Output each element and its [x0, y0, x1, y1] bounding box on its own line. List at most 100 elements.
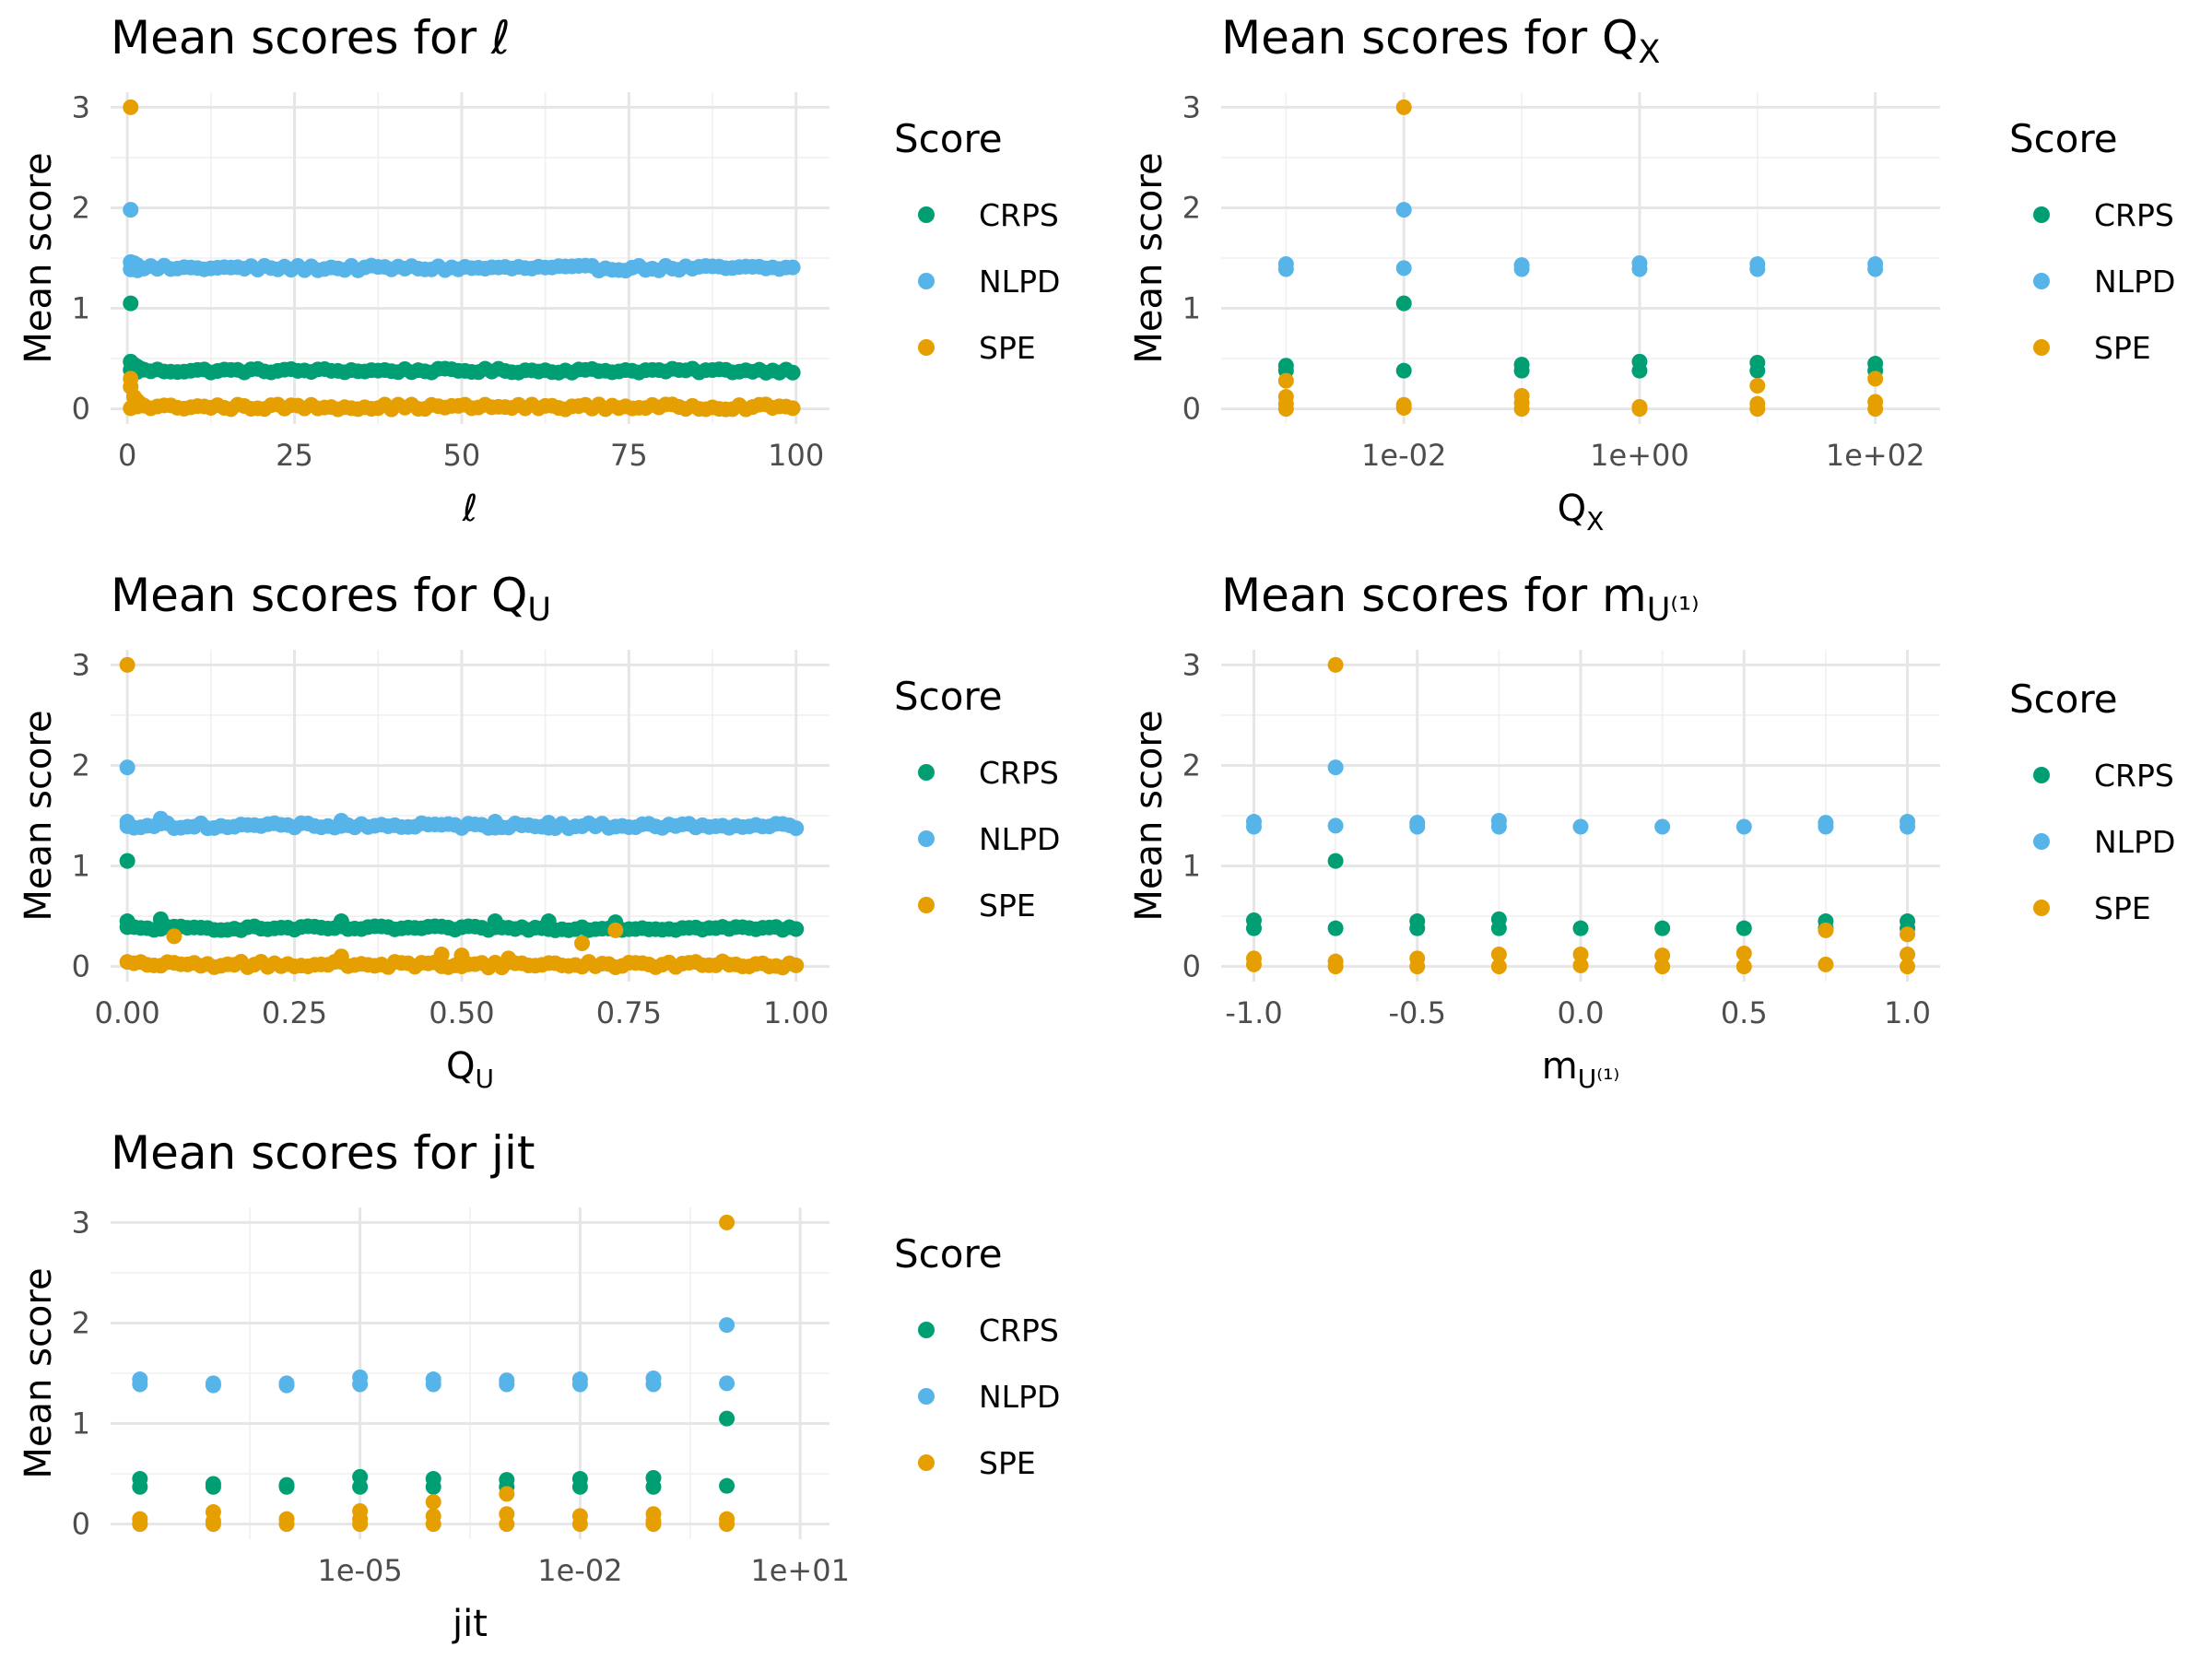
x-axis-title: jit: [452, 1603, 488, 1645]
point-crps: [788, 921, 805, 937]
point-nlpd: [1631, 261, 1648, 277]
x-tick-label: 1e-02: [1361, 438, 1446, 473]
y-tick-label: 1: [1182, 849, 1201, 884]
point-spe: [1327, 959, 1344, 975]
y-tick-label: 0: [72, 392, 90, 427]
points: [1277, 99, 1884, 418]
legend-label-crps: CRPS: [979, 1312, 1059, 1348]
x-tick-label: 0.50: [429, 995, 494, 1030]
legend: Score CRPS NLPD SPE: [894, 116, 1060, 366]
point-nlpd: [278, 1377, 295, 1394]
point-spe: [1867, 371, 1884, 387]
point-spe: [1900, 926, 1916, 943]
y-tick-label: 0: [72, 1507, 90, 1542]
panel-5: 0 1 2 3 1e-05 1e-02 1e+01 Mean scores for jit ji…: [18, 1126, 1060, 1645]
point-spe: [132, 1516, 148, 1533]
legend: Score CRPS NLPD SPE: [2009, 116, 2175, 366]
x-tick-label: 50: [443, 438, 481, 473]
point-spe: [119, 656, 135, 673]
point-nlpd: [1735, 818, 1752, 835]
point-spe: [166, 928, 182, 945]
point-crps: [278, 1478, 295, 1495]
point-spe: [1900, 959, 1916, 975]
x-tick-label: -0.5: [1389, 995, 1446, 1030]
y-tick-label: 1: [72, 849, 90, 884]
x-axis-title: mU⁽¹⁾: [1542, 1045, 1619, 1094]
point-nlpd: [119, 814, 135, 830]
y-axis-title: Mean score: [18, 1267, 60, 1478]
point-nlpd: [571, 1376, 588, 1393]
x-tick-label: 0.25: [262, 995, 327, 1030]
point-nlpd: [719, 1375, 735, 1392]
point-spe: [571, 1516, 588, 1533]
y-tick-label: 3: [1182, 89, 1201, 124]
y-tick-label: 3: [1182, 647, 1201, 682]
point-crps: [1572, 920, 1589, 936]
y-axis-title: Mean score: [1128, 152, 1171, 363]
point-crps: [571, 1478, 588, 1495]
legend: Score CRPS NLPD SPE: [894, 1231, 1060, 1481]
point-spe: [1395, 99, 1412, 115]
point-nlpd: [487, 814, 503, 830]
legend-label-nlpd: NLPD: [979, 821, 1060, 857]
panel-1: 0 1 2 3 0 25 50 75 100 Mean scores for ℓ ℓ Mean sco…: [18, 11, 1060, 530]
legend-key-crps: [918, 206, 935, 223]
point-crps: [719, 1477, 735, 1494]
point-spe: [1900, 947, 1916, 963]
point-crps: [352, 1478, 369, 1495]
point-spe: [500, 950, 517, 967]
panel-title: Mean scores for mU⁽¹⁾: [1221, 569, 1700, 629]
point-spe: [1818, 956, 1834, 972]
legend-key-spe: [918, 339, 935, 356]
y-tick-label: 0: [72, 949, 90, 984]
point-crps: [119, 853, 135, 869]
point-spe: [1572, 947, 1589, 963]
point-nlpd: [123, 202, 139, 218]
legend-label-spe: SPE: [2094, 330, 2151, 366]
legend-label-nlpd: NLPD: [979, 1379, 1060, 1415]
x-tick-label: 1e+01: [750, 1553, 850, 1588]
point-crps: [425, 1478, 441, 1495]
x-axis-title: QU: [446, 1045, 494, 1094]
point-spe: [1735, 959, 1752, 975]
legend-label-spe: SPE: [979, 330, 1036, 366]
point-crps: [1395, 295, 1412, 312]
point-nlpd: [1395, 260, 1412, 276]
point-nlpd: [1572, 818, 1589, 835]
y-axis-title: Mean score: [18, 710, 60, 921]
panel-title: Mean scores for jit: [111, 1126, 535, 1180]
point-crps: [119, 913, 135, 930]
y-tick-label: 1: [72, 291, 90, 326]
legend-label-crps: CRPS: [979, 197, 1059, 233]
y-tick-label: 3: [72, 89, 90, 124]
point-crps: [784, 364, 801, 381]
point-nlpd: [540, 815, 557, 831]
point-spe: [1277, 401, 1294, 418]
point-crps: [1631, 362, 1648, 379]
y-tick-label: 3: [72, 1205, 90, 1240]
x-tick-label: 100: [768, 438, 824, 473]
point-nlpd: [499, 1376, 515, 1393]
x-tick-label: 1e-02: [537, 1553, 622, 1588]
point-spe: [1867, 401, 1884, 418]
point-nlpd: [784, 259, 801, 276]
y-tick-label: 2: [1182, 190, 1201, 225]
point-nlpd: [1327, 818, 1344, 834]
point-crps: [123, 295, 139, 312]
point-spe: [1818, 922, 1834, 938]
legend-label-nlpd: NLPD: [2094, 824, 2175, 860]
point-nlpd: [152, 810, 169, 827]
point-nlpd: [1245, 818, 1262, 835]
point-spe: [574, 935, 591, 952]
point-spe: [1735, 945, 1752, 961]
point-crps: [1395, 362, 1412, 379]
point-crps: [1245, 920, 1262, 936]
x-tick-label: 1e+00: [1590, 438, 1689, 473]
legend-title: Score: [894, 674, 1003, 719]
point-nlpd: [1867, 261, 1884, 277]
legend-key-nlpd: [2033, 273, 2050, 289]
point-nlpd: [1327, 759, 1344, 776]
point-nlpd: [1654, 818, 1671, 835]
point-spe: [352, 1516, 369, 1533]
